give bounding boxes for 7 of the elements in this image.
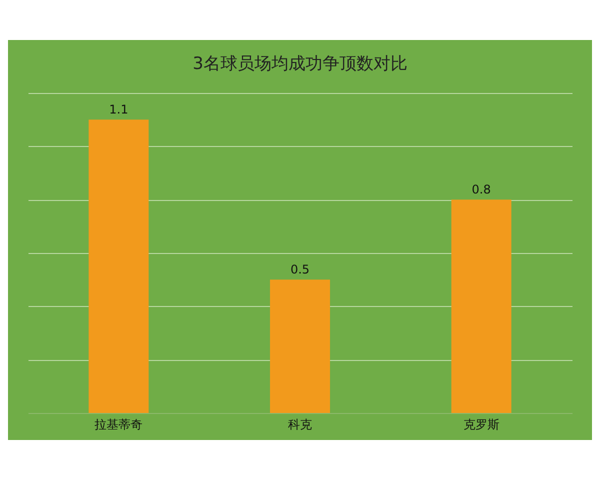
x-tick-label: 克罗斯	[463, 418, 500, 432]
data-label: 0.5	[290, 262, 310, 277]
x-tick-label: 拉基蒂奇	[94, 418, 143, 432]
chart-title: 3名球员场均成功争顶数对比	[192, 54, 408, 74]
data-label: 1.1	[109, 102, 128, 117]
data-label: 0.8	[472, 182, 491, 197]
x-tick-label: 科克	[288, 418, 312, 432]
